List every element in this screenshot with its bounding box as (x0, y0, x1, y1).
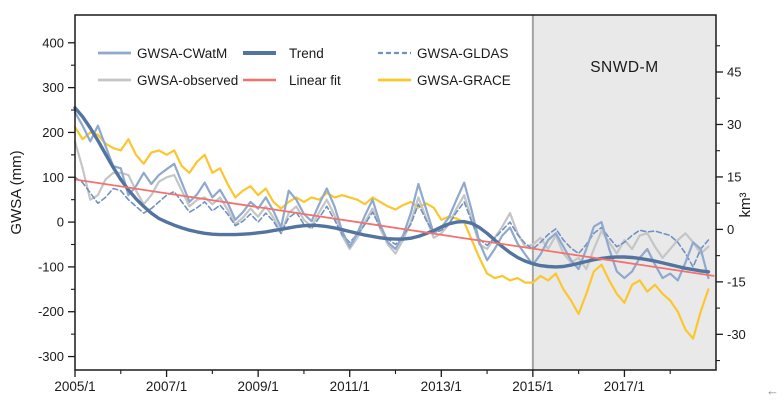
left-axis-tick-label: -100 (38, 259, 64, 274)
right-axis-tick-label: 30 (727, 117, 741, 132)
legend-label-linear-fit: Linear fit (289, 73, 341, 88)
x-axis-tick-label: 2013/1 (421, 379, 462, 394)
legend-item-linear-fit: Linear fit (243, 73, 341, 88)
legend-item-gwsa-grace: GWSA-GRACE (378, 73, 511, 88)
shaded-region-snwd-m (532, 15, 716, 370)
left-axis-tick-label: -300 (38, 349, 64, 364)
right-axis-tick-label: -15 (727, 274, 746, 289)
left-axis-tick-label: -200 (38, 304, 64, 319)
left-axis-tick-label: 0 (57, 215, 64, 230)
legend-item-trend: Trend (243, 46, 324, 61)
right-axis-tick-label: 0 (727, 222, 734, 237)
left-axis-tick-label: 200 (42, 125, 64, 140)
x-axis-tick-label: 2011/1 (330, 379, 370, 394)
left-axis-tick-label: 300 (42, 80, 64, 95)
stray-cursor-arrow-icon: ← (766, 383, 779, 398)
x-axis-tick-label: 2009/1 (237, 379, 278, 394)
right-axis-tick-label: 45 (727, 65, 741, 80)
legend-label-trend: Trend (289, 46, 324, 61)
x-axis-tick-label: 2005/1 (54, 379, 95, 394)
series-gwsa-observed (73, 140, 710, 271)
right-axis-title: km³ (737, 193, 754, 218)
legend-item-gwsa-cwatm: GWSA-CWatM (98, 46, 227, 61)
x-axis-tick-label: 2017/1 (604, 379, 645, 394)
x-axis-tick-label: 2007/1 (146, 379, 187, 394)
left-axis-tick-label: 100 (42, 170, 64, 185)
legend-item-gwsa-gldas: GWSA-GLDAS (378, 46, 509, 61)
legend-label-gwsa-gldas: GWSA-GLDAS (417, 46, 509, 61)
right-axis-tick-label: -30 (727, 327, 746, 342)
series-gwsa-grace (73, 125, 710, 340)
left-axis-tick-label: 400 (42, 35, 64, 50)
x-axis-tick-label: 2015/1 (512, 379, 553, 394)
shaded-region-label: SNWD-M (590, 59, 658, 76)
legend-item-gwsa-observed: GWSA-observed (98, 73, 238, 88)
series-linear-fit (74, 178, 715, 277)
series-gwsa-cwatm (73, 111, 710, 282)
legend-label-gwsa-grace: GWSA-GRACE (417, 73, 511, 88)
right-axis-tick-label: 15 (727, 169, 741, 184)
legend-label-gwsa-observed: GWSA-observed (137, 73, 238, 88)
left-axis-title: GWSA (mm) (8, 150, 25, 234)
legend-label-gwsa-cwatm: GWSA-CWatM (137, 46, 227, 61)
